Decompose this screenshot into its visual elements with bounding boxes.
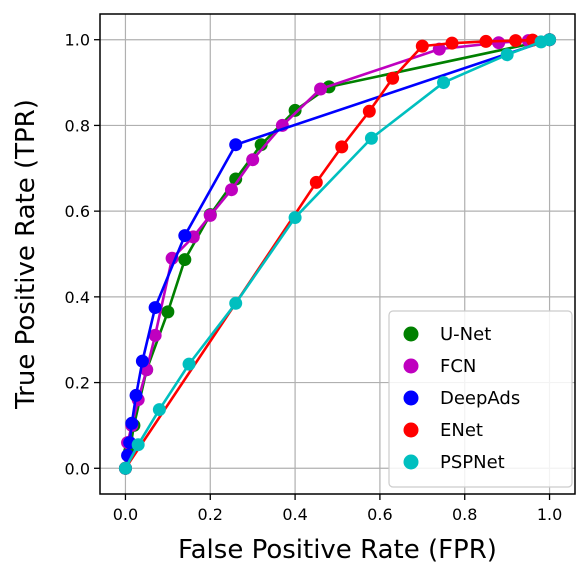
- legend-box: [388, 310, 573, 488]
- data-point-deepads: [148, 301, 162, 315]
- data-point-enet: [509, 34, 523, 48]
- data-point-fcn: [492, 36, 506, 50]
- legend-marker-enet: [403, 422, 419, 438]
- series-line-deepads: [124, 38, 550, 469]
- y-tick-label: 0.2: [65, 374, 90, 393]
- data-point-pspnet: [182, 357, 196, 371]
- legend-marker-deepads: [403, 390, 419, 406]
- data-point-deepads: [178, 229, 192, 243]
- data-point-pspnet: [543, 33, 557, 47]
- data-point-fcn: [314, 82, 328, 96]
- y-axis-label: True Positive Rate (TPR): [11, 99, 41, 410]
- legend-label-fcn: FCN: [440, 356, 476, 377]
- x-tick-label: 0.6: [367, 505, 392, 524]
- x-tick-label: 1.0: [537, 505, 562, 524]
- data-point-deepads: [135, 354, 149, 368]
- data-point-deepads: [125, 416, 139, 430]
- data-point-u-net: [229, 172, 243, 186]
- data-point-enet: [479, 34, 493, 48]
- data-point-fcn: [148, 328, 162, 342]
- y-tick-label: 0.6: [65, 202, 90, 221]
- legend: U-Net FCN DeepAds ENet PSPNet: [388, 310, 573, 488]
- legend-label-u-net: U-Net: [440, 324, 491, 345]
- data-point-enet: [415, 39, 429, 53]
- data-point-enet: [362, 104, 376, 118]
- grid: [100, 14, 575, 494]
- data-point-pspnet: [229, 296, 243, 310]
- data-point-deepads: [129, 388, 143, 402]
- series-pspnet: [118, 33, 557, 475]
- y-tick-label: 1.0: [65, 31, 90, 50]
- legend-marker-pspnet: [403, 454, 419, 470]
- data-point-pspnet: [437, 76, 451, 90]
- data-point-pspnet: [152, 403, 166, 417]
- legend-label-deepads: DeepAds: [440, 388, 520, 409]
- data-point-enet: [335, 140, 349, 154]
- legend-label-enet: ENet: [440, 420, 483, 441]
- data-point-enet: [445, 36, 459, 50]
- data-point-pspnet: [288, 211, 302, 225]
- data-point-enet: [309, 175, 323, 189]
- ticks: 0.0 0.2 0.4 0.6 0.8 1.0 0.0 0.2 0.4 0.6 0.8 1.0: [65, 31, 563, 524]
- y-tick-label: 0.0: [65, 459, 90, 478]
- legend-marker-fcn: [403, 358, 419, 374]
- data-point-u-net: [288, 103, 302, 117]
- data-point-u-net: [161, 305, 175, 319]
- x-tick-label: 0.8: [452, 505, 477, 524]
- data-point-fcn: [224, 183, 238, 197]
- x-tick-label: 0.0: [113, 505, 138, 524]
- data-point-u-net: [178, 253, 192, 267]
- data-point-deepads: [229, 138, 243, 152]
- y-tick-label: 0.4: [65, 288, 90, 307]
- x-tick-label: 0.2: [198, 505, 223, 524]
- data-point-fcn: [246, 153, 260, 167]
- y-tick-label: 0.8: [65, 116, 90, 135]
- data-point-pspnet: [500, 48, 514, 62]
- x-tick-label: 0.4: [282, 505, 307, 524]
- data-point-pspnet: [131, 438, 145, 452]
- data-point-pspnet: [364, 131, 378, 145]
- data-point-fcn: [203, 208, 217, 222]
- series-layer: [118, 33, 557, 475]
- data-point-enet: [386, 71, 400, 85]
- plot-frame: [99, 13, 576, 495]
- legend-label-pspnet: PSPNet: [440, 452, 505, 473]
- data-point-pspnet: [118, 461, 132, 475]
- legend-marker-u-net: [403, 326, 419, 342]
- x-axis-label: False Positive Rate (FPR): [178, 535, 497, 565]
